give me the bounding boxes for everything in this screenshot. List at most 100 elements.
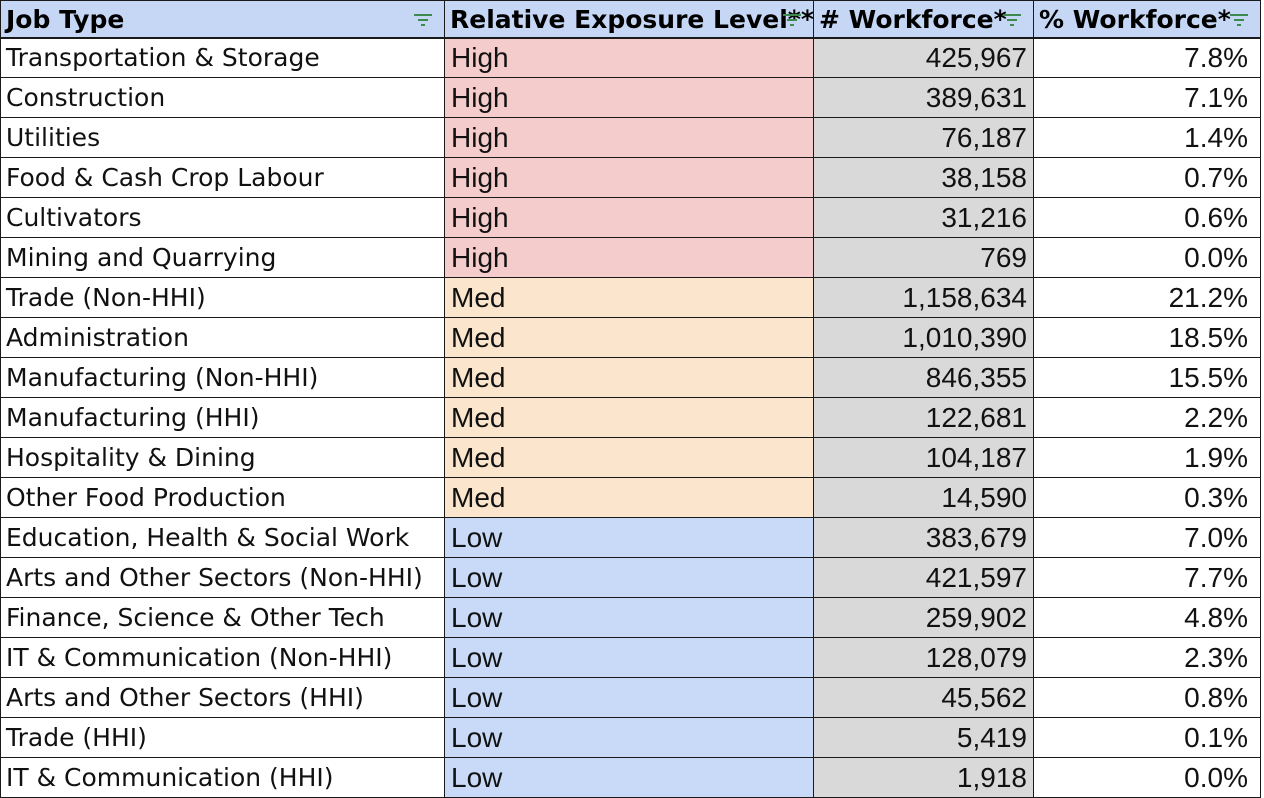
filter-icon[interactable] <box>412 12 434 28</box>
cell-workforce-count[interactable]: 769 <box>813 237 1034 278</box>
cell-job-type[interactable]: Trade (HHI) <box>0 717 445 758</box>
table-row: IT & Communication (Non-HHI) Low 128,079 2.… <box>0 637 1261 678</box>
cell-workforce-pct[interactable]: 0.1% <box>1033 717 1261 758</box>
table-row: Cultivators High 31,216 0.6% <box>0 197 1261 238</box>
cell-workforce-count[interactable]: 14,590 <box>813 477 1034 518</box>
cell-exposure-level[interactable]: Low <box>444 517 814 558</box>
cell-workforce-pct[interactable]: 4.8% <box>1033 597 1261 638</box>
cell-exposure-level[interactable]: Med <box>444 277 814 318</box>
cell-workforce-count[interactable]: 1,158,634 <box>813 277 1034 318</box>
cell-workforce-count[interactable]: 846,355 <box>813 357 1034 398</box>
cell-exposure-level[interactable]: Low <box>444 757 814 798</box>
filter-icon[interactable] <box>1001 12 1023 28</box>
cell-job-type[interactable]: Arts and Other Sectors (HHI) <box>0 677 445 718</box>
cell-workforce-count[interactable]: 5,419 <box>813 717 1034 758</box>
table-row: Administration Med 1,010,390 18.5% <box>0 317 1261 358</box>
cell-workforce-pct[interactable]: 18.5% <box>1033 317 1261 358</box>
cell-job-type[interactable]: Transportation & Storage <box>0 37 445 78</box>
cell-workforce-count[interactable]: 76,187 <box>813 117 1034 158</box>
header-workforce-pct[interactable]: % Workforce* <box>1033 0 1261 39</box>
cell-job-type[interactable]: Utilities <box>0 117 445 158</box>
cell-workforce-count[interactable]: 104,187 <box>813 437 1034 478</box>
table-row: Other Food Production Med 14,590 0.3% <box>0 477 1261 518</box>
cell-exposure-level[interactable]: High <box>444 157 814 198</box>
cell-workforce-count[interactable]: 1,010,390 <box>813 317 1034 358</box>
cell-exposure-level[interactable]: Med <box>444 317 814 358</box>
cell-workforce-count[interactable]: 45,562 <box>813 677 1034 718</box>
cell-workforce-pct[interactable]: 0.3% <box>1033 477 1261 518</box>
cell-workforce-pct[interactable]: 15.5% <box>1033 357 1261 398</box>
cell-workforce-count[interactable]: 128,079 <box>813 637 1034 678</box>
cell-exposure-level[interactable]: High <box>444 37 814 78</box>
cell-workforce-pct[interactable]: 7.1% <box>1033 77 1261 118</box>
cell-exposure-level[interactable]: High <box>444 117 814 158</box>
table-row: Utilities High 76,187 1.4% <box>0 117 1261 158</box>
cell-job-type[interactable]: Manufacturing (Non-HHI) <box>0 357 445 398</box>
cell-exposure-level[interactable]: Low <box>444 677 814 718</box>
cell-exposure-level[interactable]: Med <box>444 357 814 398</box>
table-row: Arts and Other Sectors (Non-HHI) Low 421,5… <box>0 557 1261 598</box>
cell-job-type[interactable]: Finance, Science & Other Tech <box>0 597 445 638</box>
table-row: Finance, Science & Other Tech Low 259,902 4… <box>0 597 1261 638</box>
cell-workforce-count[interactable]: 259,902 <box>813 597 1034 638</box>
cell-exposure-level[interactable]: Med <box>444 477 814 518</box>
cell-job-type[interactable]: Construction <box>0 77 445 118</box>
cell-exposure-level[interactable]: Low <box>444 717 814 758</box>
table-row: Food & Cash Crop Labour High 38,158 0.7% <box>0 157 1261 198</box>
cell-exposure-level[interactable]: High <box>444 197 814 238</box>
cell-workforce-count[interactable]: 383,679 <box>813 517 1034 558</box>
cell-job-type[interactable]: Manufacturing (HHI) <box>0 397 445 438</box>
cell-workforce-pct[interactable]: 0.8% <box>1033 677 1261 718</box>
cell-exposure-level[interactable]: High <box>444 77 814 118</box>
cell-workforce-count[interactable]: 1,918 <box>813 757 1034 798</box>
cell-workforce-count[interactable]: 122,681 <box>813 397 1034 438</box>
table-row: Trade (HHI) Low 5,419 0.1% <box>0 717 1261 758</box>
cell-workforce-pct[interactable]: 2.3% <box>1033 637 1261 678</box>
cell-workforce-pct[interactable]: 2.2% <box>1033 397 1261 438</box>
cell-workforce-pct[interactable]: 21.2% <box>1033 277 1261 318</box>
filter-icon[interactable] <box>781 12 803 28</box>
header-job-type[interactable]: Job Type <box>0 0 445 39</box>
cell-workforce-pct[interactable]: 0.0% <box>1033 757 1261 798</box>
cell-exposure-level[interactable]: High <box>444 237 814 278</box>
table-row: IT & Communication (HHI) Low 1,918 0.0% <box>0 757 1261 798</box>
cell-exposure-level[interactable]: Med <box>444 397 814 438</box>
cell-workforce-pct[interactable]: 0.6% <box>1033 197 1261 238</box>
table-row: Construction High 389,631 7.1% <box>0 77 1261 118</box>
cell-workforce-pct[interactable]: 1.4% <box>1033 117 1261 158</box>
cell-job-type[interactable]: IT & Communication (Non-HHI) <box>0 637 445 678</box>
cell-workforce-pct[interactable]: 7.0% <box>1033 517 1261 558</box>
cell-job-type[interactable]: Mining and Quarrying <box>0 237 445 278</box>
cell-job-type[interactable]: IT & Communication (HHI) <box>0 757 445 798</box>
cell-workforce-count[interactable]: 31,216 <box>813 197 1034 238</box>
table-row: Education, Health & Social Work Low 383,67… <box>0 517 1261 558</box>
cell-exposure-level[interactable]: Low <box>444 557 814 598</box>
cell-job-type[interactable]: Hospitality & Dining <box>0 437 445 478</box>
cell-job-type[interactable]: Other Food Production <box>0 477 445 518</box>
cell-workforce-count[interactable]: 389,631 <box>813 77 1034 118</box>
cell-exposure-level[interactable]: Low <box>444 597 814 638</box>
cell-exposure-level[interactable]: Med <box>444 437 814 478</box>
cell-workforce-pct[interactable]: 7.8% <box>1033 37 1261 78</box>
cell-workforce-pct[interactable]: 1.9% <box>1033 437 1261 478</box>
cell-job-type[interactable]: Cultivators <box>0 197 445 238</box>
cell-job-type[interactable]: Food & Cash Crop Labour <box>0 157 445 198</box>
cell-workforce-pct[interactable]: 0.0% <box>1033 237 1261 278</box>
table-body: Transportation & Storage High 425,967 7.8% C… <box>0 37 1261 798</box>
cell-exposure-level[interactable]: Low <box>444 637 814 678</box>
cell-workforce-pct[interactable]: 7.7% <box>1033 557 1261 598</box>
filter-icon[interactable] <box>1228 12 1250 28</box>
cell-job-type[interactable]: Arts and Other Sectors (Non-HHI) <box>0 557 445 598</box>
header-exposure[interactable]: Relative Exposure Level** <box>444 0 814 39</box>
cell-workforce-pct[interactable]: 0.7% <box>1033 157 1261 198</box>
cell-job-type[interactable]: Trade (Non-HHI) <box>0 277 445 318</box>
header-workforce-count[interactable]: # Workforce* <box>813 0 1034 39</box>
table-row: Transportation & Storage High 425,967 7.8% <box>0 37 1261 78</box>
cell-workforce-count[interactable]: 425,967 <box>813 37 1034 78</box>
cell-job-type[interactable]: Education, Health & Social Work <box>0 517 445 558</box>
cell-workforce-count[interactable]: 421,597 <box>813 557 1034 598</box>
table-row: Manufacturing (HHI) Med 122,681 2.2% <box>0 397 1261 438</box>
cell-job-type[interactable]: Administration <box>0 317 445 358</box>
cell-workforce-count[interactable]: 38,158 <box>813 157 1034 198</box>
